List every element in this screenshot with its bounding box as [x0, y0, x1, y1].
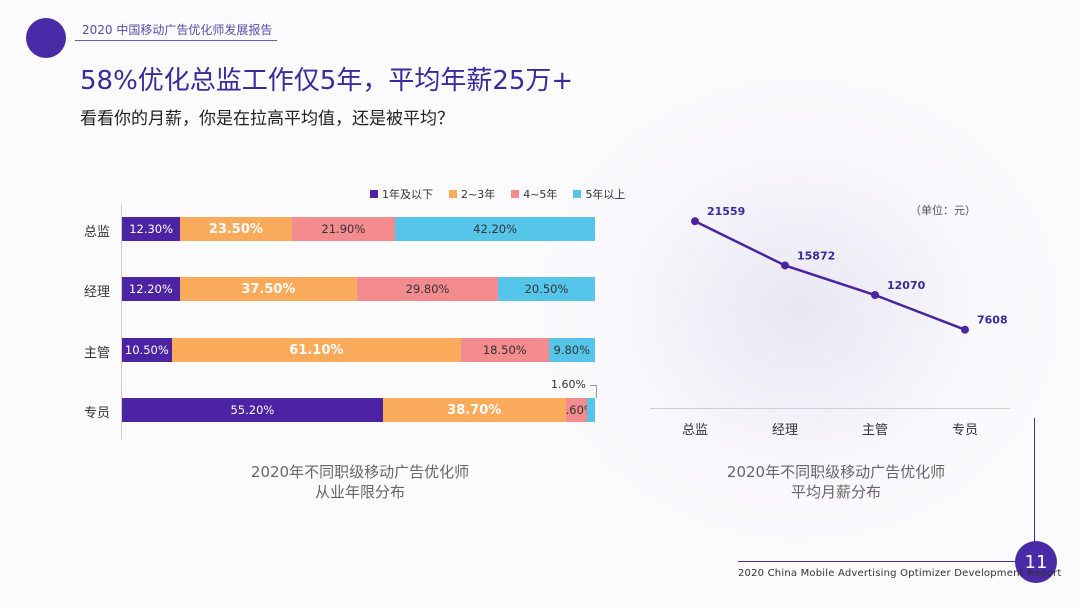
stacked-bar: 12.30% 23.50% 21.90% 42.20% — [122, 217, 595, 241]
salary-line-chart: 21559 15872 12070 7608 — [691, 205, 1008, 334]
x-tick-label: 专员 — [951, 423, 978, 438]
callout-leader-line — [590, 385, 597, 398]
legend-label: 4~5年 — [523, 188, 558, 201]
bar-chart-caption: 2020年不同职级移动广告优化师 从业年限分布 — [200, 462, 520, 502]
legend-swatch — [573, 190, 582, 198]
bar-category-label: 主管 — [84, 346, 111, 361]
salary-value-label: 21559 — [707, 205, 745, 218]
legend-swatch — [449, 190, 457, 198]
line-chart-caption-line2: 平均月薪分布 — [790, 483, 881, 501]
x-tick-label: 主管 — [861, 423, 888, 438]
legend-item-0: 1年及以下 — [370, 186, 433, 202]
salary-line — [694, 220, 966, 331]
bar-chart-axis — [121, 204, 122, 440]
line-chart-baseline — [650, 408, 1010, 409]
salary-point — [871, 291, 879, 300]
logo-circle — [26, 18, 66, 58]
bar-segment: 12.30% — [122, 217, 181, 241]
salary-point — [691, 217, 699, 226]
bar-segment: 37.50% — [179, 277, 358, 301]
bar-segment: 4.60% — [565, 398, 588, 422]
page-title: 58%优化总监工作仅5年，平均年薪25万+ — [80, 66, 574, 96]
page-subtitle: 看看你的月薪，你是在拉高平均值，还是被平均？ — [80, 109, 454, 129]
bar-segment: 20.50% — [498, 277, 595, 301]
salary-value-label: 12070 — [887, 279, 926, 292]
bar-segment: 23.50% — [180, 217, 292, 241]
stacked-bar: 55.20%38.70%4.60% — [122, 398, 595, 422]
footer-vertical-rule — [1034, 418, 1035, 544]
bar-segment: 42.20% — [395, 217, 595, 241]
x-tick-label: 经理 — [771, 423, 798, 438]
callout-label-5plus-zhuanyuan: 1.60% — [551, 378, 586, 391]
line-chart-caption: 2020年不同职级移动广告优化师 平均月薪分布 — [676, 462, 996, 502]
bar-segment — [587, 398, 595, 422]
legend-label: 2~3年 — [461, 188, 496, 201]
footer-horizontal-rule — [738, 561, 1018, 562]
report-header-title: 2020 中国移动广告优化师发展报告 — [82, 23, 273, 37]
bar-category-label: 专员 — [84, 406, 111, 421]
bar-segment: 29.80% — [357, 277, 499, 301]
salary-value-label: 7608 — [977, 314, 1008, 327]
bar-segment: 18.50% — [460, 338, 549, 362]
salary-value-label: 15872 — [797, 249, 835, 262]
stacked-bar: 10.50% 61.10% 18.50% 9.80% — [122, 338, 595, 362]
bar-chart-legend: 1年及以下 2~3年 4~5年 5年以上 — [370, 186, 625, 202]
legend-swatch — [511, 190, 520, 198]
header-underline — [75, 40, 277, 41]
bar-segment: 12.20% — [122, 277, 180, 301]
footer-report-title: 2020 China Mobile Advertising Optimizer … — [738, 568, 1062, 579]
bar-category-label: 经理 — [84, 285, 111, 300]
line-chart-caption-line1: 2020年不同职级移动广告优化师 — [726, 463, 946, 481]
salary-point — [961, 325, 969, 334]
stacked-bar: 12.20% 37.50% 29.80% 20.50% — [122, 277, 595, 301]
legend-item-3: 5年以上 — [573, 186, 625, 202]
background-decoration — [520, 60, 1080, 560]
bar-chart-caption-line1: 2020年不同职级移动广告优化师 — [250, 463, 470, 481]
bar-segment: 9.80% — [548, 338, 595, 362]
bar-segment: 21.90% — [291, 217, 396, 241]
bar-chart-caption-line2: 从业年限分布 — [314, 483, 405, 501]
bar-category-label: 总监 — [84, 225, 111, 240]
x-tick-label: 总监 — [681, 423, 708, 438]
bar-segment: 10.50% — [122, 338, 172, 362]
bar-segment: 38.70% — [382, 398, 566, 422]
legend-swatch — [370, 190, 378, 198]
unit-note: （单位：元） — [910, 204, 976, 217]
legend-item-2: 4~5年 — [511, 186, 557, 202]
bar-segment: 61.10% — [171, 338, 461, 362]
legend-label: 5年以上 — [585, 188, 626, 201]
legend-label: 1年及以下 — [382, 188, 433, 201]
page-number: 11 — [1015, 541, 1057, 583]
salary-point — [781, 261, 789, 270]
legend-item-1: 2~3年 — [449, 186, 495, 202]
bar-segment: 55.20% — [122, 398, 383, 422]
